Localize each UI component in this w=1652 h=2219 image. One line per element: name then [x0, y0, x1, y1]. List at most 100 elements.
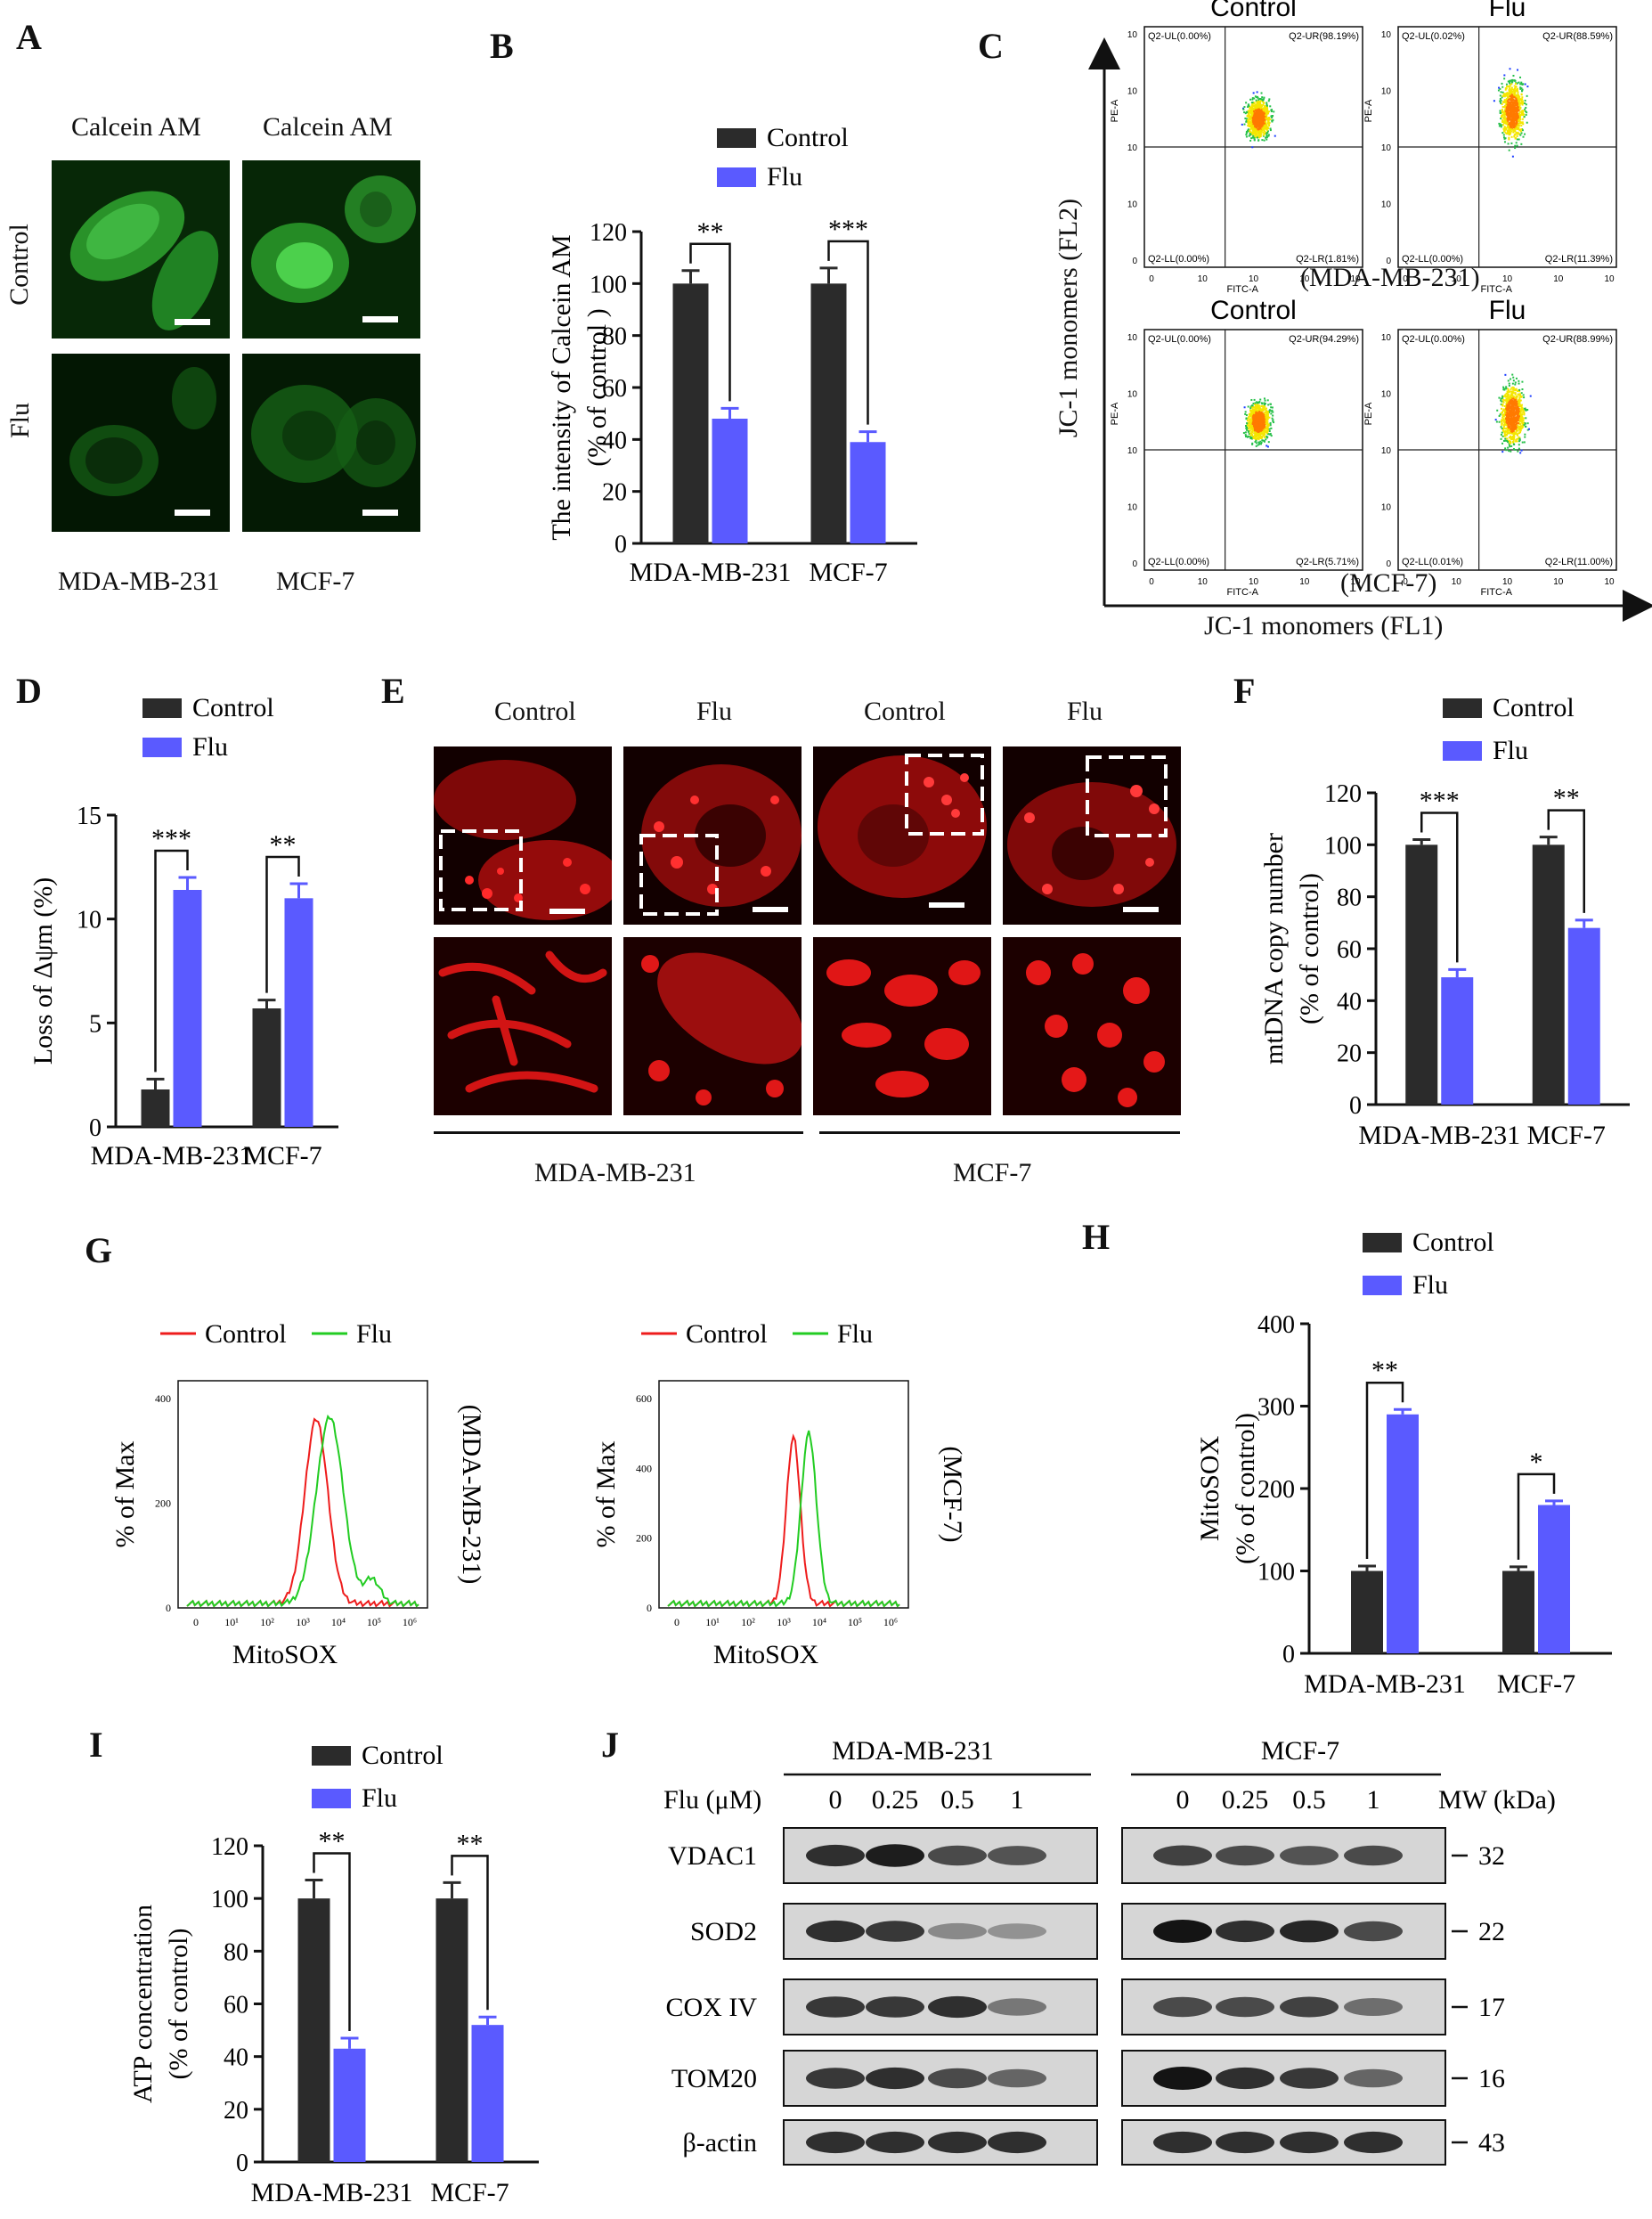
panel-c-event	[1248, 118, 1250, 121]
panel-c-event	[1260, 436, 1263, 439]
panel-c-event	[1262, 135, 1265, 137]
panel-c-event	[1511, 429, 1514, 432]
panel-i-bar-flu-1	[471, 2025, 504, 2162]
panel-c-axis-y-name: PE-A	[1110, 99, 1120, 122]
panel-c-event	[1510, 445, 1513, 447]
panel-c-event	[1512, 119, 1515, 122]
panel-c-event	[1509, 68, 1511, 70]
panel-c-event	[1250, 430, 1253, 433]
panel-c-event	[1251, 146, 1254, 149]
panel-c-event	[1516, 109, 1518, 111]
panel-f-legend-swatch-control	[1443, 698, 1482, 718]
panel-c-q-ul: Q2-UL(0.00%)	[1148, 334, 1211, 345]
panel-c-event	[1249, 424, 1251, 427]
panel-c-event	[1509, 128, 1511, 131]
panel-c-axis-y-name: PE-A	[1110, 402, 1120, 425]
panel-c-event	[1505, 427, 1508, 429]
panel-c-event	[1268, 110, 1271, 113]
panel-c-event	[1505, 434, 1508, 436]
panel-c-event	[1525, 110, 1527, 113]
panel-j-band	[1280, 1920, 1339, 1943]
panel-c-event	[1258, 127, 1261, 130]
panel-c-event	[1515, 95, 1518, 98]
panel-c-event	[1514, 392, 1517, 395]
panel-c-x-tick: 10	[1299, 577, 1310, 587]
panel-c-event	[1257, 432, 1260, 435]
panel-c-event	[1518, 108, 1521, 110]
panel-c-event	[1253, 102, 1256, 105]
panel-c-event	[1271, 116, 1274, 118]
panel-c-event	[1516, 101, 1518, 103]
panel-c-event	[1514, 144, 1517, 147]
panel-c-event	[1505, 412, 1508, 414]
panel-c-event	[1506, 402, 1509, 404]
panel-c-event	[1506, 393, 1509, 396]
panel-c-event	[1519, 130, 1522, 133]
panel-c-event	[1523, 396, 1526, 399]
panel-c-event	[1502, 418, 1505, 420]
panel-c-event	[1269, 127, 1272, 130]
panel-c-event	[1267, 135, 1270, 137]
panel-c-event	[1259, 421, 1262, 424]
panel-c-event	[1520, 409, 1523, 412]
panel-c-event	[1249, 421, 1252, 424]
panel-c-q-ll: Q2-LL(0.00%)	[1148, 557, 1209, 567]
panel-c-event	[1509, 428, 1511, 430]
panel-c-event	[1499, 100, 1501, 102]
panel-c-event	[1514, 396, 1517, 399]
panel-j-band	[1153, 2067, 1212, 2090]
panel-c-event	[1510, 114, 1512, 117]
panel-c-event	[1501, 398, 1504, 401]
panel-c-event	[1507, 102, 1510, 104]
panel-c-event	[1255, 413, 1257, 416]
panel-d-legend-swatch-control	[142, 698, 182, 718]
panel-d-significance-label: ***	[151, 824, 191, 853]
panel-c-event	[1521, 413, 1524, 416]
panel-c-event	[1515, 424, 1518, 427]
panel-c-event	[1252, 402, 1255, 404]
panel-c-event	[1263, 119, 1265, 122]
panel-c-axis-x-name: FITC-A	[1481, 587, 1513, 598]
panel-c-x-tick: 10	[1350, 274, 1361, 284]
panel-c-event	[1264, 405, 1266, 408]
panel-f-y-axis-label: (% of control)	[1295, 873, 1324, 1024]
panel-j-protein-label: β-actin	[682, 2128, 757, 2158]
panel-c-event	[1521, 118, 1524, 120]
panel-c-event	[1259, 407, 1262, 410]
panel-c-q-ll: Q2-LL(0.00%)	[1402, 254, 1463, 265]
panel-c-q-ll: Q2-LL(0.01%)	[1402, 557, 1463, 567]
panel-c-event	[1521, 417, 1524, 420]
panel-c-event	[1256, 116, 1258, 118]
panel-c-event	[1529, 395, 1532, 397]
panel-c-event	[1519, 107, 1522, 110]
panel-c-event	[1265, 438, 1267, 441]
panel-c-event	[1514, 388, 1517, 391]
panel-c-event	[1263, 128, 1265, 131]
panel-c-event	[1515, 438, 1518, 441]
panel-c-event	[1512, 424, 1515, 427]
panel-c-event	[1501, 435, 1504, 437]
panel-c-event	[1269, 421, 1272, 424]
panel-c-event	[1255, 129, 1257, 132]
panel-c-q-lr: Q2-LR(11.00%)	[1545, 557, 1613, 567]
panel-c-event	[1526, 428, 1529, 431]
panel-c-event	[1520, 395, 1523, 397]
panel-j-band	[1280, 2131, 1339, 2154]
panel-c-event	[1521, 129, 1524, 132]
panel-g-x-tick: 10³	[296, 1616, 310, 1628]
panel-c-event	[1519, 431, 1522, 434]
panel-c-event	[1259, 120, 1262, 123]
panel-c-y-tick: 0	[1132, 559, 1137, 569]
panel-c-event	[1244, 411, 1247, 413]
panel-c-event	[1507, 412, 1510, 414]
panel-c-event	[1510, 102, 1513, 104]
panel-c-event	[1510, 128, 1513, 131]
panel-c-event	[1262, 417, 1265, 420]
panel-c-event	[1269, 118, 1272, 120]
panel-j-mw-value: 17	[1478, 1993, 1505, 2022]
panel-f-bar-control-1	[1532, 844, 1565, 1105]
panel-c-event	[1518, 432, 1521, 435]
panel-c-event	[1247, 118, 1249, 121]
panel-i-y-tick-label: 40	[224, 2044, 248, 2072]
